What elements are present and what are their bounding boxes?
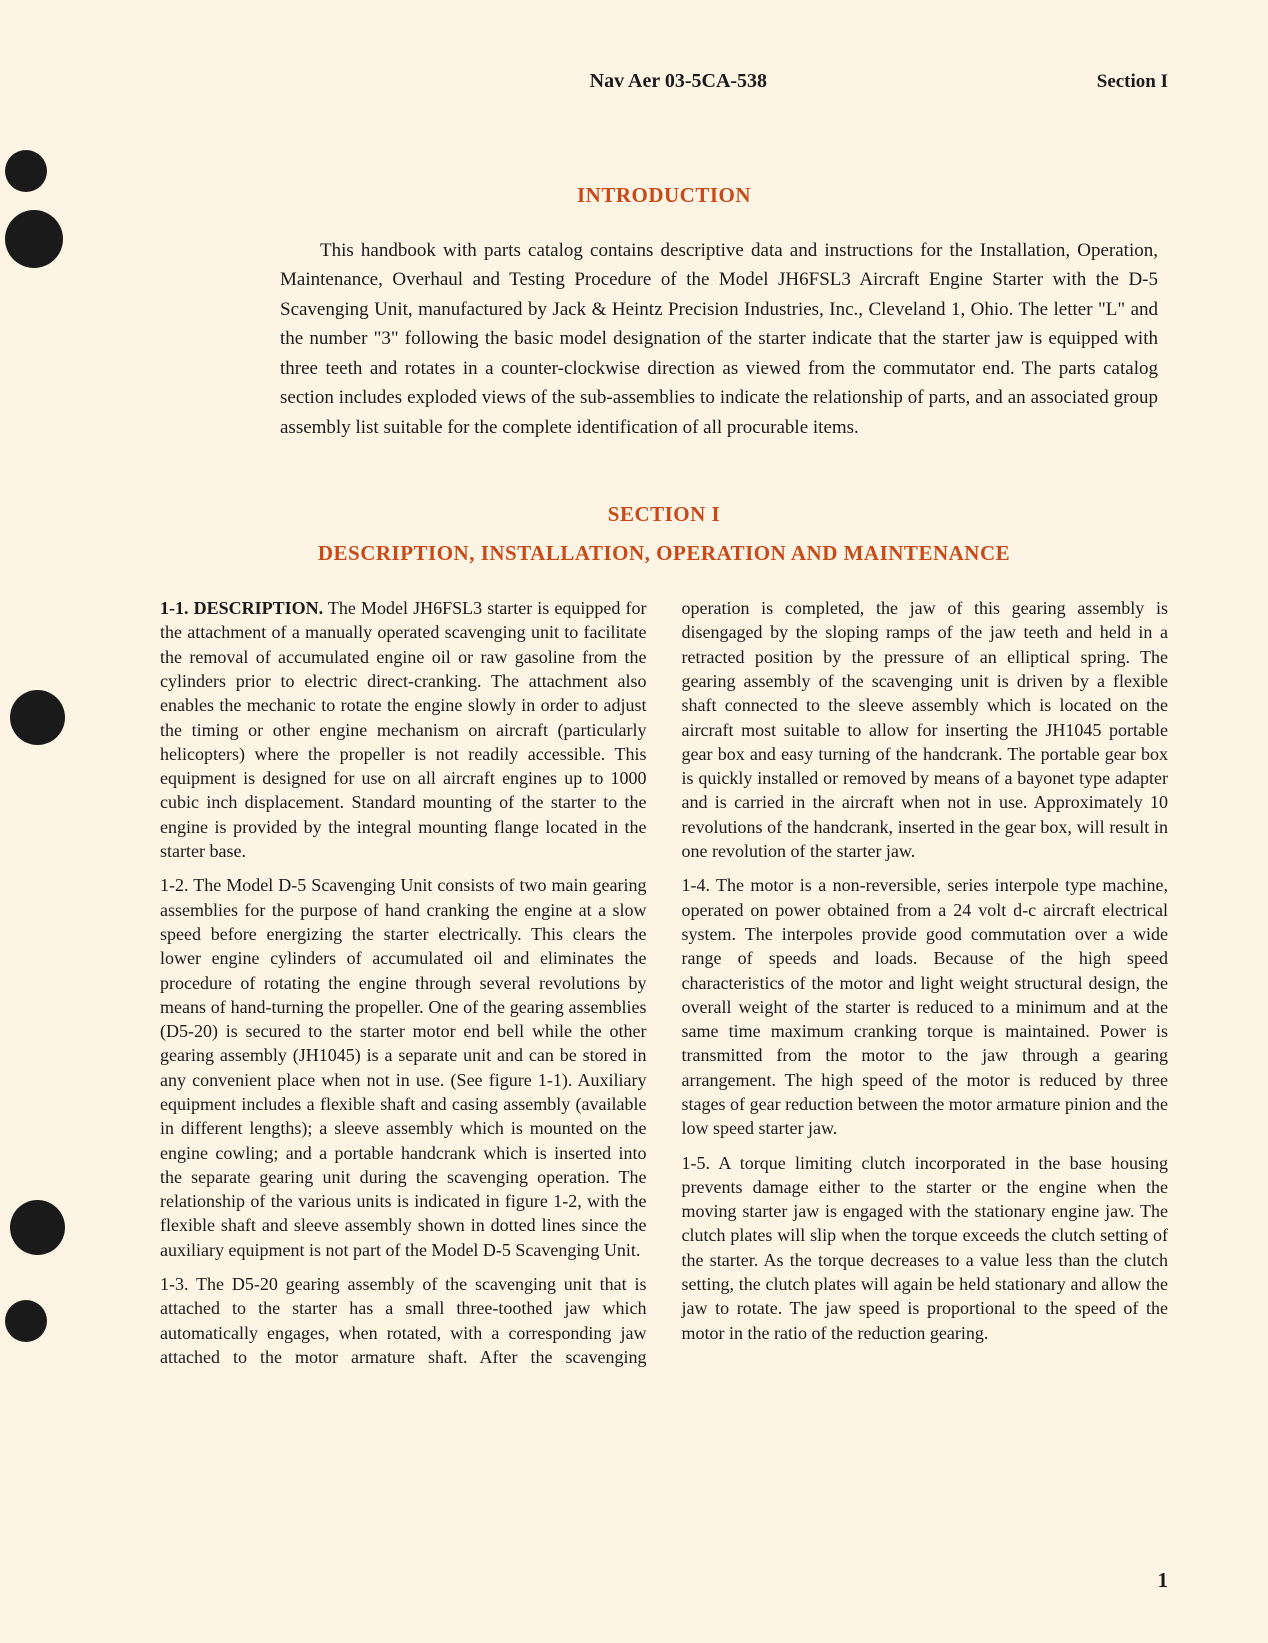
section-title-heading: DESCRIPTION, INSTALLATION, OPERATION AND…	[160, 541, 1168, 566]
punch-hole-decoration	[5, 1300, 47, 1342]
header-title-container: Nav Aer 03-5CA-538	[160, 70, 1097, 93]
body-columns: 1-1. DESCRIPTION. The Model JH6FSL3 star…	[160, 596, 1168, 1369]
paragraph-text: The Model JH6FSL3 starter is equipped fo…	[160, 598, 647, 861]
punch-hole-decoration	[10, 1200, 65, 1255]
introduction-text: This handbook with parts catalog contain…	[280, 236, 1158, 442]
paragraph-1-4: 1-4. The motor is a non-reversible, seri…	[682, 873, 1169, 1140]
punch-hole-decoration	[10, 690, 65, 745]
section-indicator: Section I	[1097, 71, 1168, 93]
paragraph-label: 1-3.	[160, 1274, 189, 1294]
paragraph-label: 1-1. DESCRIPTION.	[160, 598, 323, 618]
page-container: Nav Aer 03-5CA-538 Section I INTRODUCTIO…	[160, 70, 1168, 1593]
page-number: 1	[1158, 1568, 1169, 1593]
page-header: Nav Aer 03-5CA-538 Section I	[160, 70, 1168, 93]
punch-hole-decoration	[5, 210, 63, 268]
punch-hole-decoration	[5, 150, 47, 192]
document-number: Nav Aer 03-5CA-538	[590, 70, 767, 92]
section-number-heading: SECTION I	[160, 502, 1168, 527]
paragraph-label: 1-5.	[682, 1153, 711, 1173]
introduction-heading: INTRODUCTION	[160, 183, 1168, 208]
paragraph-text: The Model D-5 Scavenging Unit consists o…	[160, 875, 647, 1259]
paragraph-label: 1-2.	[160, 875, 189, 895]
paragraph-1-1: 1-1. DESCRIPTION. The Model JH6FSL3 star…	[160, 596, 647, 863]
paragraph-text: The motor is a non-reversible, series in…	[682, 875, 1169, 1138]
paragraph-label: 1-4.	[682, 875, 711, 895]
paragraph-1-2: 1-2. The Model D-5 Scavenging Unit consi…	[160, 873, 647, 1262]
paragraph-1-5: 1-5. A torque limiting clutch incorporat…	[682, 1151, 1169, 1345]
paragraph-text: A torque limiting clutch incorporated in…	[682, 1153, 1169, 1343]
